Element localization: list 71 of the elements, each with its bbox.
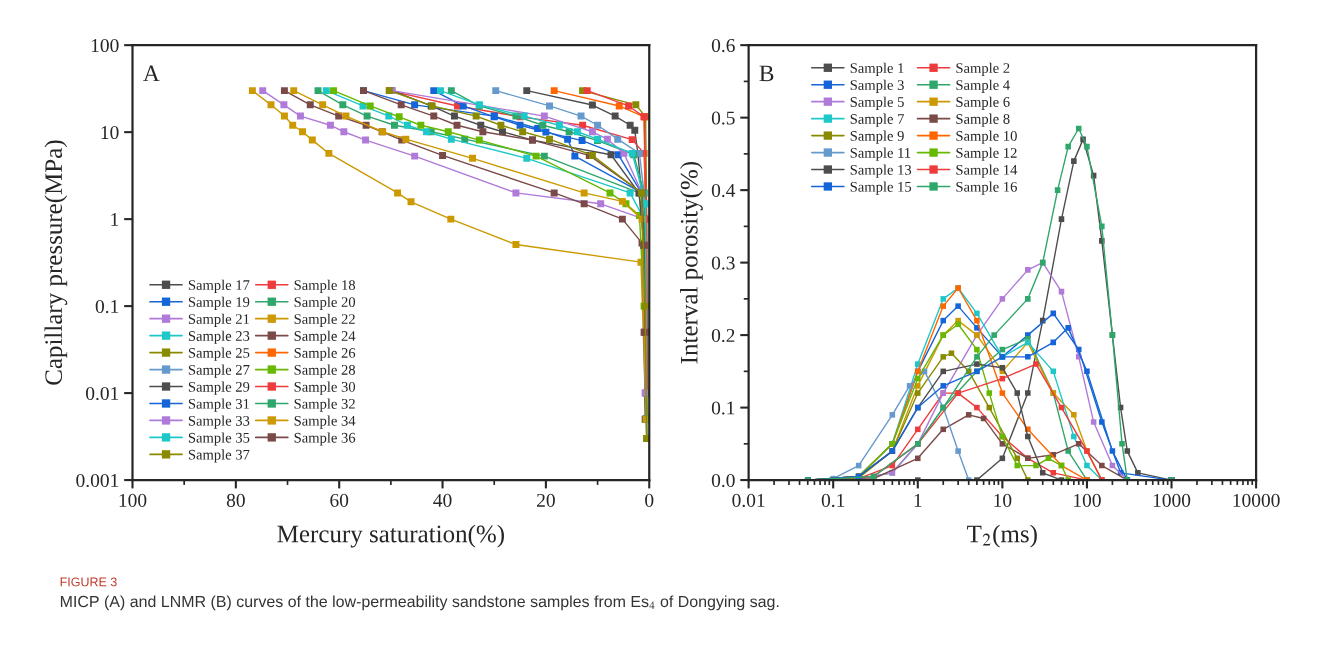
legend-label: Sample 5 <box>850 96 904 110</box>
legend-label: Sample 22 <box>294 313 355 327</box>
x-tick-label: 0 <box>645 493 654 507</box>
y-tick-label: 10 <box>101 125 119 140</box>
legend-label: Sample 12 <box>956 147 1017 161</box>
y-tick-label: 0.1 <box>95 299 119 314</box>
y-tick-label: 0.5 <box>711 111 735 125</box>
x-tick-label: 0.1 <box>821 493 845 508</box>
legend-label: Sample 11 <box>850 147 911 161</box>
legend-label: Sample 20 <box>294 296 356 310</box>
x-axis-title: T$_{2}$(ms) <box>967 524 1037 548</box>
legend-label: Sample 15 <box>850 181 912 195</box>
legend-label: Sample 35 <box>188 432 250 446</box>
annotation: A <box>143 65 160 82</box>
legend-label: Sample 25 <box>188 347 250 361</box>
y-tick-label: 0.001 <box>76 473 119 488</box>
legend-label: Sample 14 <box>956 164 1018 178</box>
x-tick-label: 10000 <box>1233 493 1280 507</box>
x-tick-label: 10 <box>994 493 1012 507</box>
x-tick-label: 60 <box>330 493 349 507</box>
y-tick-label: 100 <box>91 38 119 53</box>
x-axis-title: Mercury saturation(%) <box>277 524 504 548</box>
x-tick-label: 1000 <box>1153 493 1191 507</box>
legend-label: Sample 27 <box>188 364 250 378</box>
legend-label: Sample 13 <box>850 164 912 178</box>
y-tick-label: 0.2 <box>711 328 735 343</box>
legend-label: Sample 36 <box>294 432 356 446</box>
y-axis-title: Capillary pressure(MPa) <box>44 140 68 385</box>
legend-label: Sample 24 <box>294 330 356 344</box>
text: MICP (A) and LNMR (B) curves of the low-permeability sandstone samples from Es$_{4}$ of Dongying sag. <box>60 595 779 611</box>
y-tick-label: 0.6 <box>711 38 735 53</box>
legend-label: Sample 2 <box>956 62 1010 76</box>
x-tick-label: 100 <box>119 493 147 507</box>
y-tick-label: 1 <box>111 213 119 226</box>
legend-label: Sample 21 <box>188 313 250 327</box>
x-tick-label: 0.01 <box>732 493 765 508</box>
legend-label: Sample 7 <box>850 113 904 127</box>
legend-label: Sample 16 <box>956 181 1017 195</box>
legend-label: Sample 18 <box>294 279 356 293</box>
legend-label: Sample 9 <box>850 130 904 144</box>
legend-label: Sample 26 <box>294 347 356 361</box>
legend-label: Sample 29 <box>188 381 250 395</box>
legend-label: Sample 4 <box>956 79 1010 93</box>
legend-label: Sample 3 <box>850 79 904 93</box>
legend-label: Sample 23 <box>188 330 250 344</box>
legend-label: Sample 6 <box>956 96 1010 110</box>
y-axis-title: Interval porosity(%) <box>680 162 703 364</box>
legend-label: Sample 32 <box>294 398 355 412</box>
legend-label: Sample 8 <box>956 113 1010 127</box>
x-tick-label: 100 <box>1074 493 1101 507</box>
x-tick-label: 80 <box>226 493 245 507</box>
y-tick-label: 0.3 <box>711 256 735 270</box>
legend-label: Sample 30 <box>294 381 356 395</box>
legend-label: Sample 10 <box>956 130 1017 144</box>
annotation: B <box>759 65 774 82</box>
legend-label: Sample 17 <box>188 279 250 293</box>
y-tick-label: 0.01 <box>86 386 119 401</box>
legend-label: Sample 19 <box>188 296 250 310</box>
y-tick-label: 0.4 <box>711 183 736 198</box>
legend-label: Sample 1 <box>850 62 904 76</box>
legend-label: Sample 37 <box>188 449 250 463</box>
legend-label: Sample 34 <box>294 415 356 429</box>
x-tick-label: 1 <box>914 493 922 507</box>
y-tick-label: 0.0 <box>711 473 735 488</box>
y-tick-label: 0.1 <box>711 401 735 415</box>
legend-label: Sample 33 <box>188 415 250 429</box>
x-tick-label: 40 <box>433 493 452 507</box>
legend-label: Sample 28 <box>294 364 356 378</box>
x-tick-label: 20 <box>537 493 555 507</box>
legend-label: Sample 31 <box>188 398 250 412</box>
caption: FIGURE 3 <box>60 577 117 587</box>
